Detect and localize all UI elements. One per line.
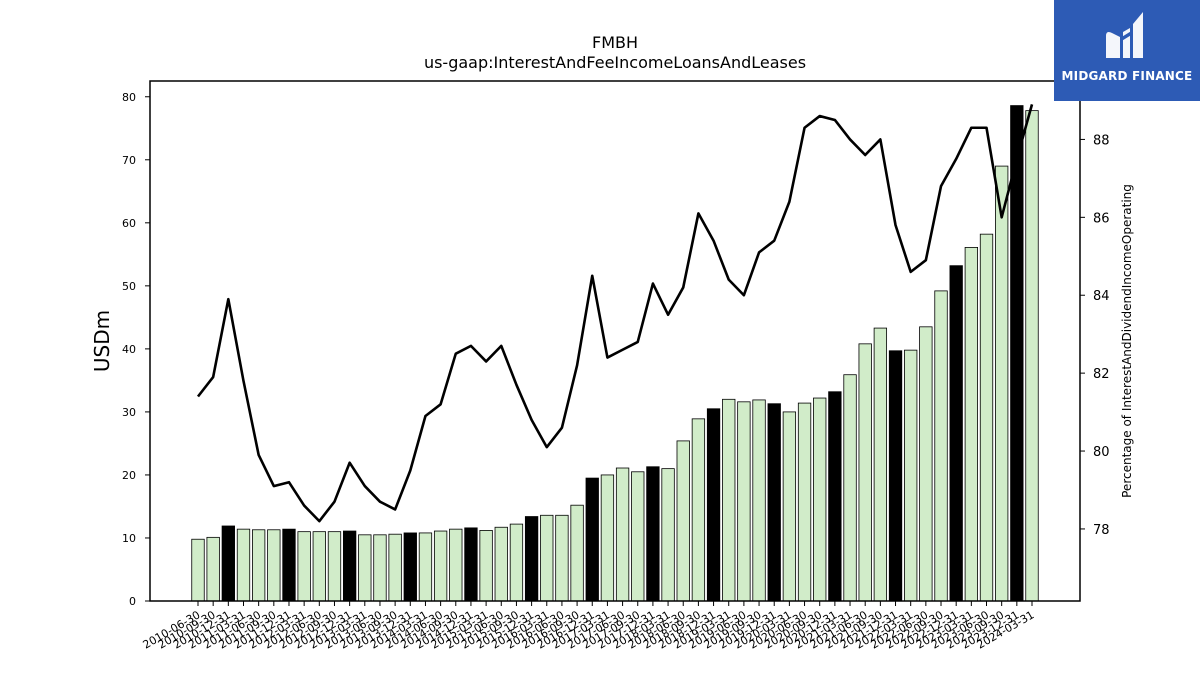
y2-tick-label: 80 bbox=[1093, 445, 1110, 460]
y2-tick-label: 82 bbox=[1093, 367, 1110, 382]
bar bbox=[494, 526, 508, 602]
bar bbox=[449, 528, 463, 602]
y-tick-label: 40 bbox=[122, 343, 136, 356]
bar bbox=[403, 532, 417, 602]
percentage-line bbox=[196, 104, 1034, 523]
bar bbox=[479, 530, 493, 602]
bar bbox=[236, 528, 251, 602]
bar bbox=[221, 525, 235, 602]
bar bbox=[888, 350, 903, 602]
bar bbox=[752, 399, 766, 602]
bar bbox=[570, 504, 584, 602]
bar bbox=[797, 402, 812, 602]
y-tick-label: 60 bbox=[122, 217, 136, 230]
logo-text: MIDGARD FINANCE bbox=[1061, 69, 1193, 83]
bar bbox=[1025, 110, 1039, 602]
logo-mark-icon bbox=[1106, 12, 1143, 58]
y-tick-label: 30 bbox=[122, 406, 136, 419]
chart-title: FMBH bbox=[592, 33, 638, 52]
bar bbox=[524, 516, 539, 602]
line-series bbox=[196, 104, 1034, 523]
y2-axis-label: Percentage of InterestAndDividendIncomeO… bbox=[1120, 184, 1134, 498]
y2-axis: 78 80 82 84 86 88 bbox=[1080, 133, 1110, 538]
bar bbox=[540, 514, 554, 602]
bar bbox=[828, 391, 842, 602]
bar bbox=[433, 530, 448, 602]
bar bbox=[585, 477, 599, 602]
bar bbox=[464, 527, 478, 602]
y-tick-label: 20 bbox=[122, 469, 136, 482]
y2-tick-label: 88 bbox=[1093, 133, 1110, 148]
y2-tick-label: 84 bbox=[1093, 289, 1110, 304]
bar bbox=[282, 528, 296, 602]
bar bbox=[373, 534, 387, 602]
bar bbox=[418, 532, 433, 602]
bar bbox=[904, 349, 918, 602]
chart-subtitle: us-gaap:InterestAndFeeIncomeLoansAndLeas… bbox=[424, 53, 806, 72]
bar bbox=[388, 533, 402, 602]
y-axis-label: USDm bbox=[90, 310, 114, 372]
bar bbox=[267, 529, 281, 602]
bar bbox=[312, 531, 326, 602]
y-tick-label: 70 bbox=[122, 154, 136, 167]
bar bbox=[767, 403, 781, 602]
bar bbox=[813, 397, 827, 602]
y-tick-label: 80 bbox=[122, 91, 136, 104]
bar bbox=[949, 265, 963, 602]
bar bbox=[191, 538, 205, 602]
bar bbox=[995, 165, 1009, 602]
bar bbox=[858, 343, 872, 602]
bar bbox=[509, 523, 524, 602]
bar bbox=[661, 468, 675, 602]
bar bbox=[843, 374, 857, 602]
bar bbox=[600, 474, 615, 602]
y-tick-label: 0 bbox=[129, 595, 136, 608]
bar bbox=[358, 534, 372, 602]
y2-tick-label: 86 bbox=[1093, 211, 1110, 226]
bar bbox=[691, 418, 706, 602]
bar bbox=[342, 530, 357, 602]
bar bbox=[206, 536, 220, 602]
bar bbox=[737, 401, 751, 602]
bar bbox=[706, 408, 721, 602]
plot-frame bbox=[149, 80, 1081, 602]
y-tick-label: 10 bbox=[122, 532, 136, 545]
logo: MIDGARD FINANCE bbox=[1054, 0, 1200, 101]
bar bbox=[873, 327, 888, 602]
x-axis: 2010-06-302010-09-302010-12-312011-03-31… bbox=[141, 601, 1037, 652]
bar bbox=[297, 531, 311, 602]
bar bbox=[919, 326, 933, 602]
bar bbox=[327, 531, 342, 602]
bar bbox=[782, 411, 797, 602]
y-axis: 0 10 20 30 40 50 60 70 80 bbox=[122, 91, 150, 608]
bar bbox=[555, 514, 569, 602]
bar bbox=[676, 440, 690, 602]
y-tick-label: 50 bbox=[122, 280, 136, 293]
bar bbox=[615, 467, 630, 602]
bar bbox=[979, 233, 994, 602]
y2-tick-label: 78 bbox=[1093, 523, 1110, 538]
bar bbox=[964, 246, 978, 602]
bar bbox=[646, 466, 660, 602]
bar bbox=[631, 471, 645, 602]
bar bbox=[251, 529, 266, 602]
bar bbox=[934, 290, 948, 602]
bar bbox=[722, 398, 736, 602]
